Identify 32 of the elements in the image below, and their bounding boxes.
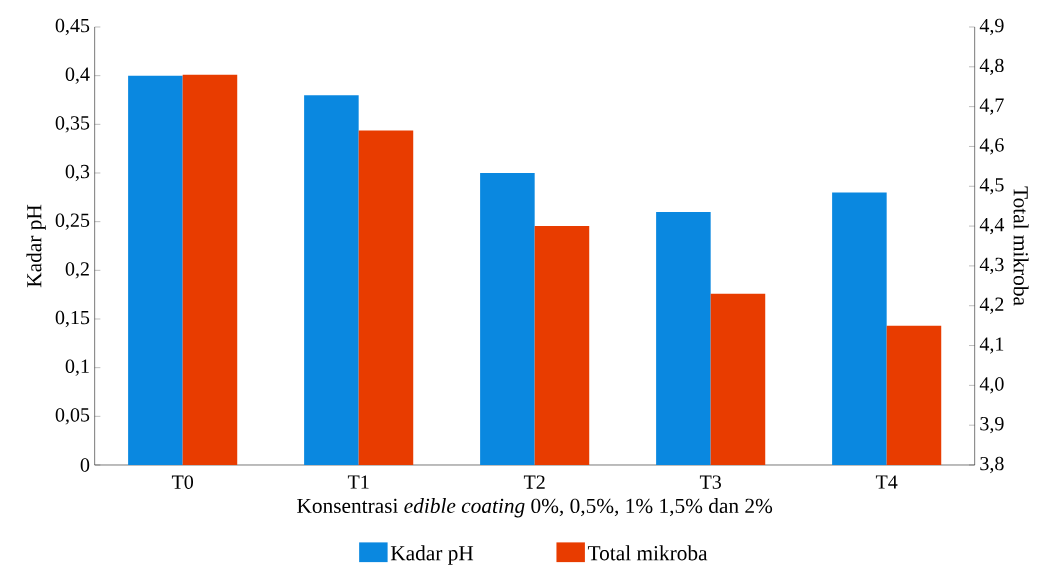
x-tick-label: T4 [875,475,898,489]
y-tick-label: 0,3 [65,164,90,182]
y-tick-label: 0,1 [65,359,89,376]
y-tick-label: 0,45 [55,18,90,36]
y-axis-title: Kadar pH [26,204,46,288]
y-tick-label: 0,4 [65,67,90,84]
y2-tick-label: 4,4 [979,217,1005,235]
y-tick-label: 0,35 [55,116,90,133]
y2-tick-label: 4,3 [979,257,1004,275]
y-tick-label: 0,05 [55,408,90,425]
y2-tick-label: 4,6 [979,138,1004,155]
y2-tick-label: 4,5 [979,178,1004,195]
x-axis-title: Konsentrasi edible coating 0%, 0,5%, 1% 1,5% dan 2% [297,498,773,518]
x-tick-label: T2 [523,475,545,489]
y2-tick-label: 4,1 [979,337,1004,354]
y2-tick-label: 4,9 [979,18,1004,36]
y-tick-label: 0,2 [65,262,89,279]
y2-tick-label: 4,7 [979,98,1004,115]
y2-tick-label: 3,8 [980,456,1004,474]
legend-label: Kadar pH [390,545,474,565]
y-tick-label: 0 [80,458,90,472]
y-tick-label: 0,25 [55,213,90,230]
x-tick-label: T1 [347,475,369,489]
y2-tick-label: 4,8 [979,58,1004,75]
y-tick-label: 0,15 [55,310,90,328]
y2-tick-label: 4,2 [979,297,1004,314]
x-tick-label: T3 [699,475,722,489]
y2-axis-title: Total mikroba [1013,186,1029,306]
legend-label: Total mikroba [587,545,708,561]
x-tick-label: T0 [171,475,194,489]
y2-tick-label: 4,0 [979,377,1004,394]
y2-tick-label: 3,9 [980,417,1004,434]
